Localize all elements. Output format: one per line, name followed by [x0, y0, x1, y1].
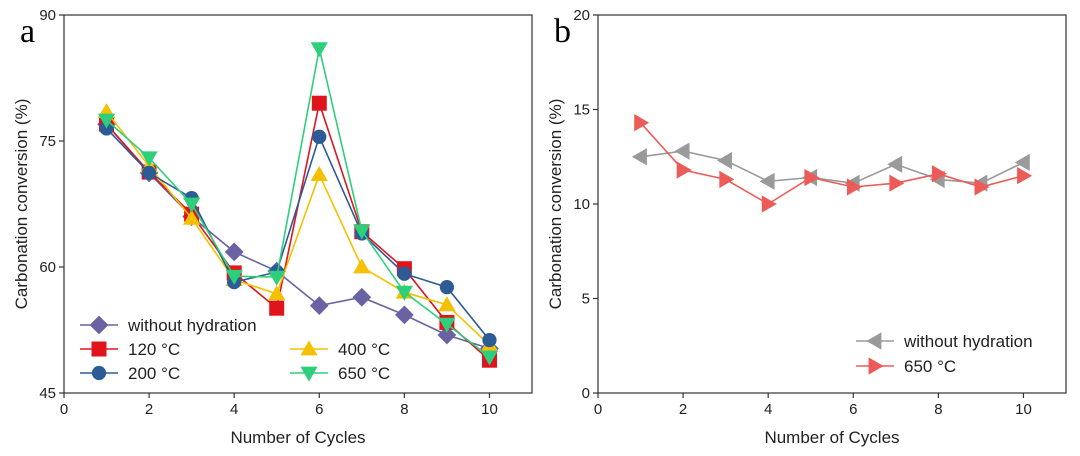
panel-a-data-point: [438, 296, 456, 312]
panel-a-x-tick-label: 6: [315, 401, 323, 418]
panel-a-x-tick-label: 0: [60, 401, 68, 418]
panel-b-data-point: [887, 155, 903, 173]
panel-b-data-point: [674, 142, 690, 160]
panel-a-data-point: [268, 270, 286, 286]
panel-a-data-point: [311, 95, 327, 111]
panel-a-legend-marker: [91, 341, 107, 357]
panel-a-y-tick-label: 45: [39, 385, 56, 402]
panel-a-x-tick-label: 4: [230, 401, 238, 418]
panel-a-y-axis-title: Carbonation conversion (%): [12, 99, 31, 310]
panel-a-series-line: [105, 48, 490, 358]
panel-b-label: b: [554, 13, 571, 50]
panel-a-data-point: [439, 280, 455, 295]
panel-a-x-axis-title: Number of Cycles: [230, 428, 365, 447]
panel-a-series-line: [105, 127, 491, 341]
panel-a-data-point: [309, 296, 329, 315]
panel-b-data-point: [974, 178, 990, 196]
panel-b-y-tick-label: 5: [582, 291, 590, 308]
panel-b-legend-marker: [868, 357, 884, 375]
panel-b-x-tick-label: 6: [849, 401, 857, 418]
panel-a-data-point: [312, 129, 327, 144]
panel-a-data-point: [437, 325, 457, 345]
panel-a-legend-marker: [89, 315, 109, 335]
panel-b-x-tick-label: 0: [594, 401, 602, 418]
panel-b-series-line: [640, 150, 1024, 185]
panel-b-x-tick-label: 2: [679, 401, 687, 418]
panel-a-legend-label: 400 °C: [338, 340, 390, 359]
panel-a-x-tick-label: 10: [481, 401, 498, 418]
panel-a-x-tick-label: 8: [400, 401, 408, 418]
panel-b-data-point: [676, 161, 692, 179]
panel-a-label: a: [20, 13, 35, 50]
panel-b-data-point: [889, 174, 905, 192]
panel-b-data-point: [759, 172, 775, 190]
panel-b-chart: 0 2 4 6 8 10 0 5 10 15 20 Number of Cycles Carbonati…: [546, 7, 1067, 447]
panel-a-data-point: [310, 42, 328, 58]
panel-b-data-point: [932, 165, 947, 183]
panel-a-data-point: [353, 224, 371, 240]
panel-a-data-point: [310, 166, 328, 181]
panel-a-legend-label: without hydration: [127, 316, 257, 335]
panel-b-x-tick-label: 4: [764, 401, 772, 418]
panel-b-data-point: [631, 148, 647, 166]
panel-a-data-point: [482, 332, 497, 348]
panel-a-legend-marker: [300, 366, 318, 382]
panel-a-data-point: [352, 287, 372, 307]
panel-a-series-line: [105, 111, 491, 346]
panel-a-data-point: [225, 269, 243, 285]
panel-b-data-point: [1017, 167, 1033, 185]
panel-a-legend-marker: [300, 340, 318, 356]
panel-b-legend-label: 650 °C: [904, 357, 956, 376]
panel-a-data-point: [269, 300, 285, 316]
panel-a-y-tick-label: 60: [39, 259, 56, 276]
panel-b-y-tick-label: 10: [573, 196, 590, 213]
panel-a-legend-marker: [91, 365, 107, 381]
panel-b-x-axis-title: Number of Cycles: [764, 428, 899, 447]
panel-a-legend-label: 200 °C: [128, 364, 180, 383]
panel-a-data-point: [97, 113, 116, 129]
panel-b-data-point: [634, 114, 650, 132]
panel-b-data-point: [719, 170, 735, 189]
panel-a-data-point: [395, 305, 414, 325]
panel-a-data-point: [353, 258, 371, 274]
panel-a-chart: 0 2 4 6 8 10 45 60 75 90 Number of Cycles Carbonati…: [12, 7, 533, 447]
panel-b-data-point: [761, 195, 777, 213]
panel-a-plot-frame: [63, 14, 533, 394]
panel-a-x-tick-label: 2: [145, 401, 153, 418]
panel-b-x-tick-label: 8: [934, 401, 942, 418]
panel-a-legend-label: 650 °C: [338, 364, 390, 383]
panel-a-data-point: [438, 317, 456, 333]
panel-a-data-point: [140, 151, 158, 167]
panel-b-data-point: [717, 151, 732, 170]
panel-b-y-axis-title: Carbonation conversion (%): [546, 99, 565, 310]
panel-b-x-tick-label: 10: [1015, 401, 1032, 418]
panel-a-series-line: [105, 123, 490, 350]
panel-a-legend-label: 120 °C: [128, 340, 180, 359]
panel-b-data-point: [1014, 153, 1030, 171]
panel-a-data-point: [397, 266, 412, 281]
panel-a-data-point: [141, 165, 157, 181]
panel-b-series-line: [639, 122, 1024, 205]
panel-b-data-point: [804, 168, 820, 187]
panel-a-data-point: [395, 285, 413, 301]
panel-a-y-tick-label: 75: [39, 133, 56, 150]
panel-a-data-point: [268, 285, 286, 301]
panel-b-y-tick-label: 20: [573, 7, 590, 24]
panel-a-data-point: [183, 209, 201, 225]
panel-b-y-tick-label: 15: [573, 102, 590, 119]
panel-a-y-tick-label: 90: [39, 7, 56, 24]
panel-a-data-point: [480, 350, 499, 366]
panel-a-data-point: [183, 197, 201, 213]
panel-b-data-point: [846, 178, 862, 196]
panel-b-legend-marker: [866, 332, 882, 350]
panel-a-data-point: [224, 242, 244, 262]
panel-b-legend-label: without hydration: [903, 332, 1033, 351]
panel-b-y-tick-label: 0: [582, 385, 590, 402]
